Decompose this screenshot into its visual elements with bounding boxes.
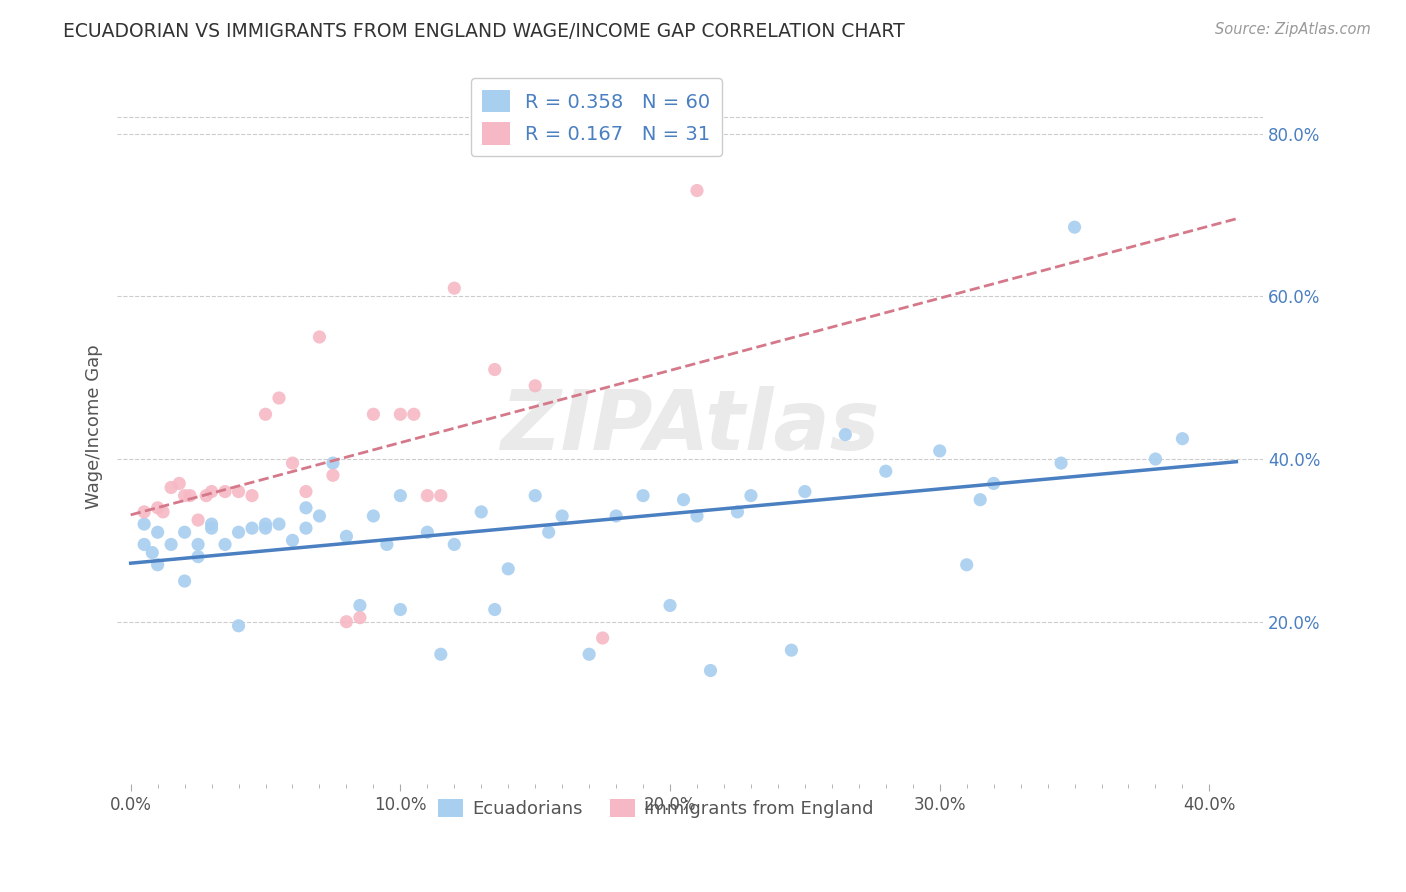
Point [389,407,412,421]
Point [152,505,174,519]
Point [146,525,169,540]
Point [322,468,344,483]
Point [1063,220,1085,235]
Point [200,517,222,532]
Point [335,615,357,629]
Point [740,489,762,503]
Point [363,508,385,523]
Y-axis label: Wage/Income Gap: Wage/Income Gap [86,344,103,508]
Point [173,489,195,503]
Point [179,489,201,503]
Point [699,664,721,678]
Point [295,500,318,515]
Point [308,508,330,523]
Point [281,456,304,470]
Point [484,362,506,376]
Point [254,521,277,535]
Point [295,521,318,535]
Point [187,549,209,564]
Point [956,558,979,572]
Point [363,407,385,421]
Point [686,508,709,523]
Point [187,537,209,551]
Point [524,489,547,503]
Point [308,330,330,344]
Point [200,521,222,535]
Text: ECUADORIAN VS IMMIGRANTS FROM ENGLAND WAGE/INCOME GAP CORRELATION CHART: ECUADORIAN VS IMMIGRANTS FROM ENGLAND WA… [63,22,905,41]
Point [416,525,439,540]
Point [254,517,277,532]
Point [134,505,156,519]
Point [322,456,344,470]
Point [578,647,600,661]
Point [349,610,371,624]
Point [969,492,991,507]
Point [146,558,169,572]
Point [834,427,856,442]
Legend: Ecuadorians, Immigrants from England: Ecuadorians, Immigrants from England [430,792,882,825]
Point [173,525,195,540]
Point [524,379,547,393]
Point [470,505,492,519]
Point [443,281,465,295]
Point [240,521,263,535]
Point [389,602,412,616]
Point [267,517,290,532]
Point [228,484,250,499]
Point [267,391,290,405]
Point [134,517,156,532]
Point [281,533,304,548]
Point [240,489,263,503]
Point [983,476,1005,491]
Point [254,407,277,421]
Point [780,643,803,657]
Point [484,602,506,616]
Point [592,631,614,645]
Point [146,500,169,515]
Point [141,545,163,559]
Point [1050,456,1073,470]
Point [727,505,749,519]
Point [200,484,222,499]
Point [375,537,398,551]
Point [389,489,412,503]
Point [443,537,465,551]
Point [1171,432,1194,446]
Point [496,562,519,576]
Point [173,574,195,588]
Point [402,407,425,421]
Point [659,599,682,613]
Point [605,508,627,523]
Point [430,647,453,661]
Text: ZIPAtlas: ZIPAtlas [501,386,880,467]
Point [672,492,695,507]
Point [631,489,654,503]
Point [430,489,453,503]
Point [228,619,250,633]
Point [349,599,371,613]
Point [686,184,709,198]
Point [160,537,183,551]
Point [416,489,439,503]
Point [214,484,236,499]
Point [793,484,815,499]
Text: Source: ZipAtlas.com: Source: ZipAtlas.com [1215,22,1371,37]
Point [335,529,357,543]
Point [167,476,190,491]
Point [295,484,318,499]
Point [187,513,209,527]
Point [537,525,560,540]
Point [160,481,183,495]
Point [551,508,574,523]
Point [195,489,218,503]
Point [228,525,250,540]
Point [875,464,897,478]
Point [214,537,236,551]
Point [928,443,950,458]
Point [134,537,156,551]
Point [1144,452,1167,467]
